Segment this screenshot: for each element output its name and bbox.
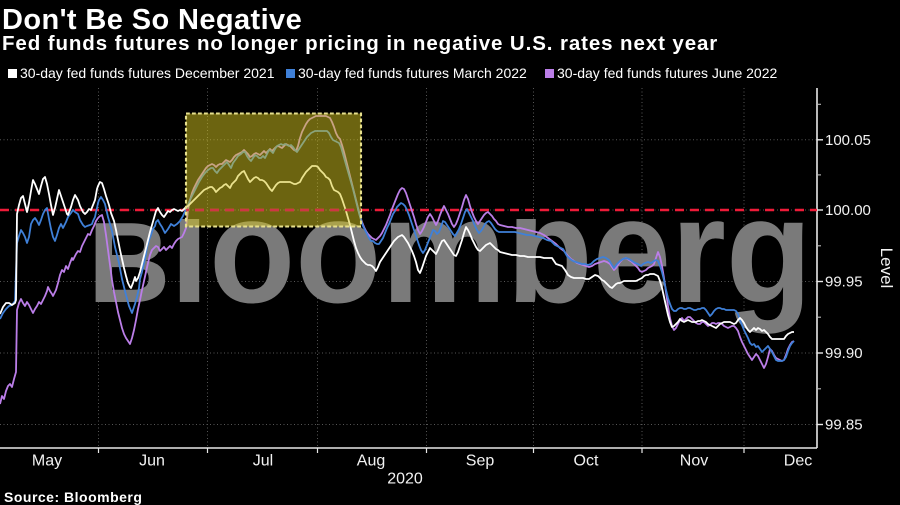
- svg-text:Sep: Sep: [466, 453, 495, 470]
- svg-text:Level: Level: [877, 248, 896, 289]
- svg-text:99.85: 99.85: [825, 417, 863, 434]
- svg-text:100.05: 100.05: [825, 132, 871, 149]
- svg-text:Nov: Nov: [680, 453, 708, 470]
- svg-text:2020: 2020: [387, 471, 423, 488]
- svg-text:99.90: 99.90: [825, 345, 863, 362]
- svg-text:Jun: Jun: [139, 453, 165, 470]
- svg-text:100.00: 100.00: [825, 202, 871, 219]
- svg-text:Aug: Aug: [357, 453, 385, 470]
- svg-text:Oct: Oct: [574, 453, 599, 470]
- svg-text:loomberg: loomberg: [170, 166, 812, 334]
- svg-text:B: B: [88, 200, 170, 327]
- svg-text:Jul: Jul: [253, 453, 273, 470]
- svg-text:99.95: 99.95: [825, 274, 863, 291]
- svg-text:May: May: [32, 453, 62, 470]
- svg-text:Dec: Dec: [784, 453, 812, 470]
